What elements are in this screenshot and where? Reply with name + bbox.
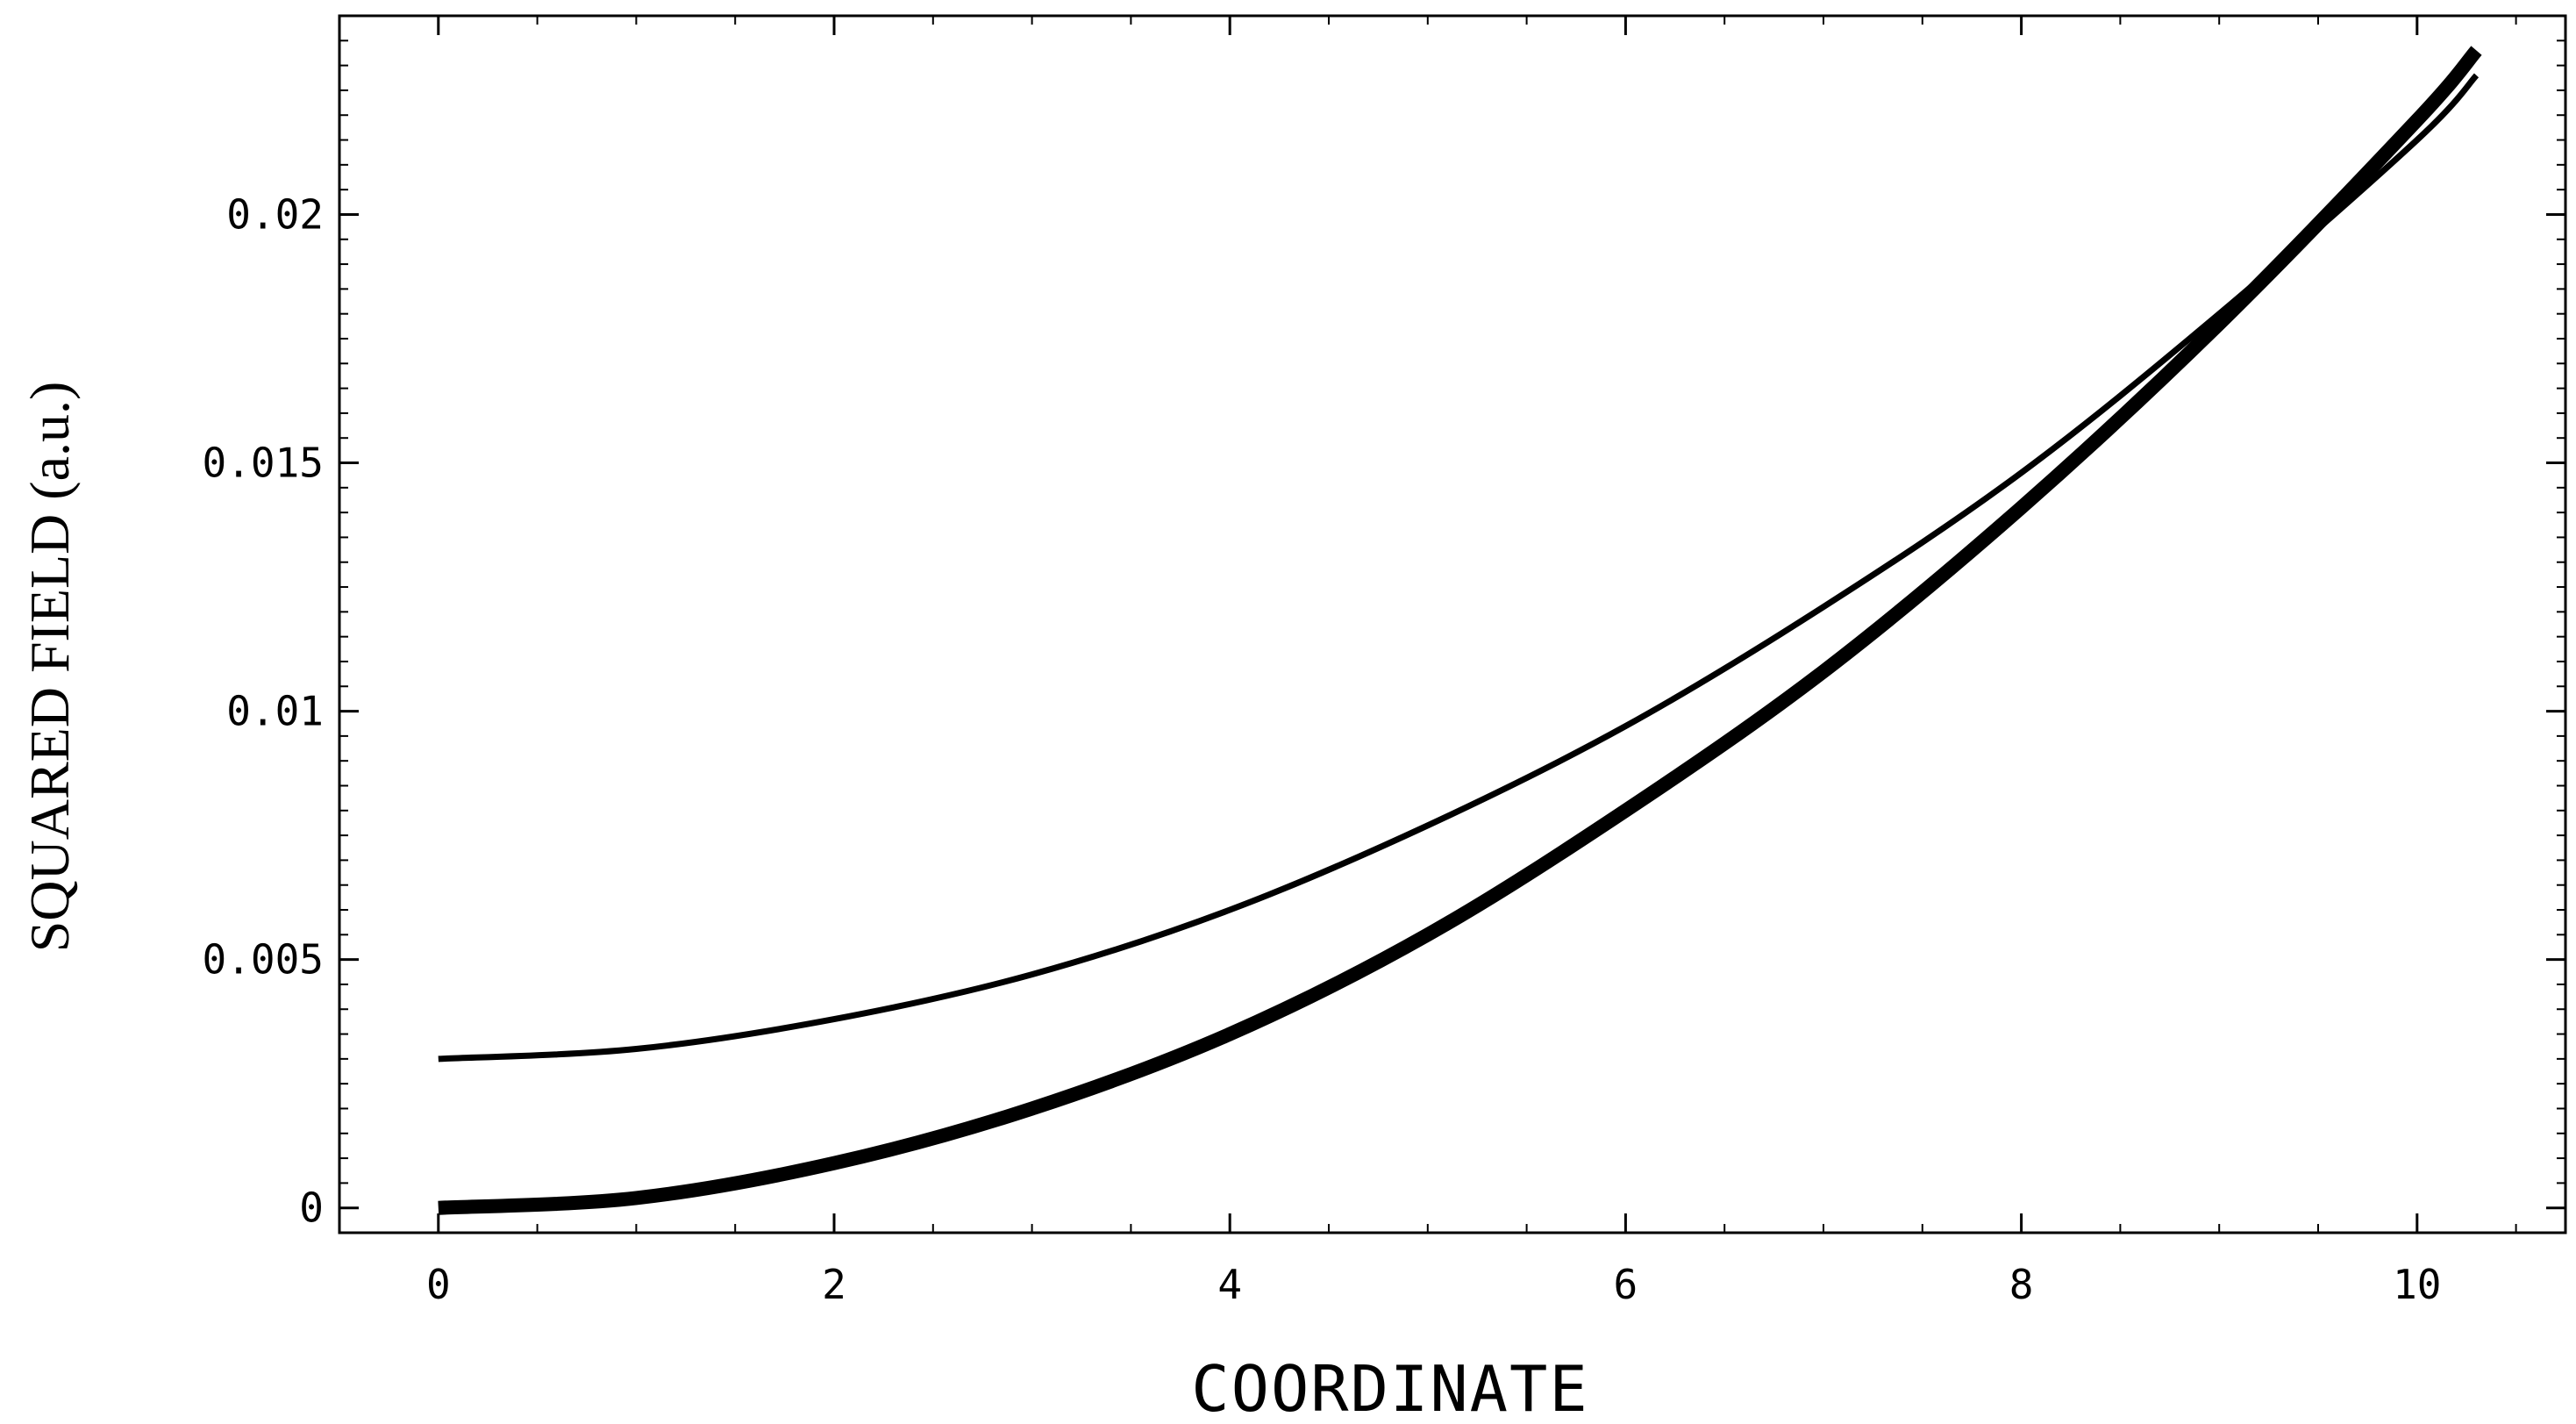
- x-tick-label: 6: [1614, 1261, 1638, 1308]
- series-line-thin: [438, 73, 2480, 1063]
- ticks: [339, 15, 2565, 1234]
- series-group: [438, 46, 2482, 1215]
- y-axis-label: SQUARED FIELD (a.u.): [18, 382, 81, 953]
- x-tick-label: 8: [2009, 1261, 2034, 1308]
- plot-frame: [338, 14, 2567, 1234]
- y-tick-label: 0.015: [203, 440, 324, 487]
- y-tick-label: 0.02: [226, 190, 324, 238]
- series-line-thick: [438, 46, 2482, 1215]
- x-tick-label: 4: [1217, 1261, 1242, 1308]
- x-tick-label: 0: [426, 1261, 451, 1308]
- x-axis-label: COORDINATE: [1191, 1352, 1588, 1424]
- tick-labels: 0 2 4 6 8 10 0 0.005 0.01 0.015 0.02: [203, 190, 2442, 1308]
- y-tick-label: 0.01: [226, 688, 324, 735]
- y-tick-label: 0: [299, 1184, 324, 1232]
- x-tick-label: 2: [822, 1261, 846, 1308]
- y-tick-label: 0.005: [203, 936, 324, 984]
- x-tick-label: 10: [2393, 1261, 2441, 1308]
